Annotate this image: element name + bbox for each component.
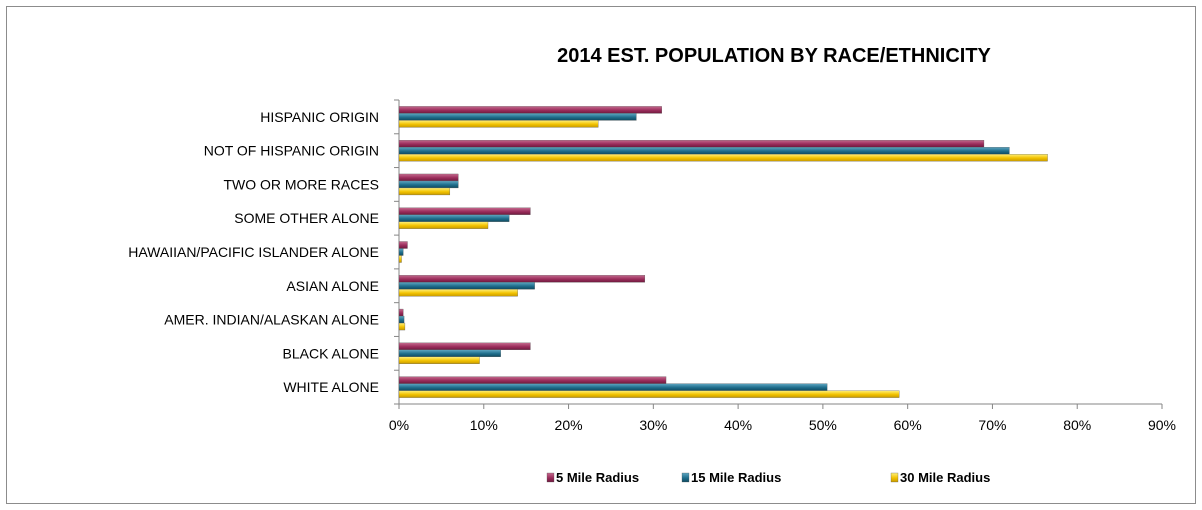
legend-label: 30 Mile Radius — [900, 470, 990, 485]
bar-15-mile-radius — [398, 315, 405, 324]
bar-5-mile-radius — [398, 342, 531, 350]
x-tick-label: 30% — [639, 417, 667, 433]
bar-15-mile-radius — [398, 349, 501, 357]
bar-15-mile-radius — [398, 147, 1010, 155]
bar-5-mile-radius — [398, 106, 662, 114]
bar-30-mile-radius — [398, 356, 480, 364]
bar-30-mile-radius — [398, 322, 406, 331]
bar-5-mile-radius — [398, 376, 667, 384]
bar-30-mile-radius — [398, 120, 599, 128]
bar-15-mile-radius — [398, 113, 637, 121]
category-label: WHITE ALONE — [283, 379, 379, 395]
category-label: SOME OTHER ALONE — [234, 210, 379, 226]
bar-5-mile-radius — [398, 140, 985, 148]
category-label: BLACK ALONE — [283, 345, 380, 361]
x-tick-label: 70% — [978, 417, 1006, 433]
chart-title: 2014 EST. POPULATION BY RACE/ETHNICITY — [557, 45, 991, 67]
bar-5-mile-radius — [398, 275, 646, 283]
bar-5-mile-radius — [398, 207, 531, 215]
legend-swatch — [890, 472, 899, 483]
bar-5-mile-radius — [398, 241, 408, 249]
category-label: ASIAN ALONE — [286, 278, 379, 294]
bar-30-mile-radius — [398, 255, 402, 263]
category-label: TWO OR MORE RACES — [223, 176, 379, 192]
category-label: AMER. INDIAN/ALASKAN ALONE — [164, 312, 379, 328]
bar-15-mile-radius — [398, 248, 404, 256]
bar-15-mile-radius — [398, 180, 459, 189]
bar-30-mile-radius — [398, 289, 518, 297]
bar-15-mile-radius — [398, 282, 535, 290]
chart-frame: 2014 EST. POPULATION BY RACE/ETHNICITY 0… — [6, 6, 1196, 504]
chart: 2014 EST. POPULATION BY RACE/ETHNICITY 0… — [128, 45, 1176, 485]
category-label: HAWAIIAN/PACIFIC ISLANDER ALONE — [128, 244, 379, 260]
bar-15-mile-radius — [398, 383, 828, 391]
x-tick-label: 60% — [894, 417, 922, 433]
x-tick-label: 80% — [1063, 417, 1091, 433]
legend-swatch — [681, 472, 690, 483]
legend: 5 Mile Radius 15 Mile Radius 30 Mile Radiu… — [546, 470, 990, 485]
x-tick-label: 0% — [389, 417, 409, 433]
legend-swatch — [546, 472, 555, 483]
category-label: HISPANIC ORIGIN — [260, 109, 379, 125]
bar-30-mile-radius — [398, 390, 900, 398]
bar-30-mile-radius — [398, 154, 1048, 162]
bar-5-mile-radius — [398, 173, 459, 182]
legend-label: 15 Mile Radius — [691, 470, 781, 485]
bar-5-mile-radius — [398, 308, 404, 317]
bar-30-mile-radius — [398, 187, 451, 196]
legend-label: 5 Mile Radius — [556, 470, 639, 485]
x-tick-label: 50% — [809, 417, 837, 433]
x-tick-label: 40% — [724, 417, 752, 433]
x-tick-label: 20% — [555, 417, 583, 433]
x-tick-label: 90% — [1148, 417, 1176, 433]
bar-15-mile-radius — [398, 214, 510, 222]
category-label: NOT OF HISPANIC ORIGIN — [204, 143, 379, 159]
bar-30-mile-radius — [398, 221, 489, 229]
plot-area: 0% 10% 20% 30% 40% 50% 60% 70% 80% 90% HISPANIC OR… — [128, 99, 1176, 433]
x-tick-label: 10% — [470, 417, 498, 433]
